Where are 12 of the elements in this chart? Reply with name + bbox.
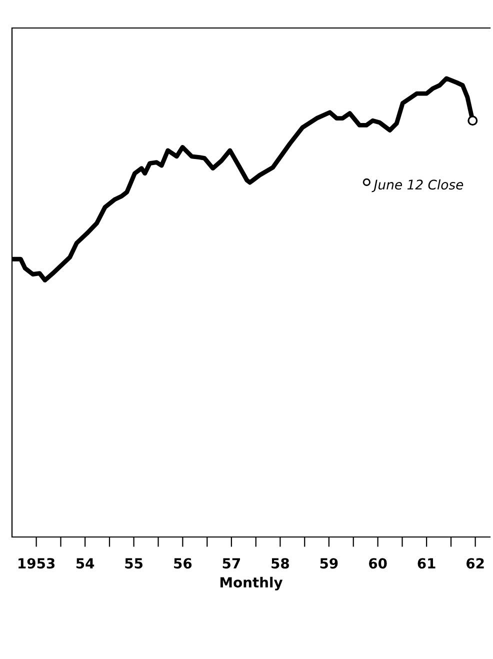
x-tick-label: 59 bbox=[320, 558, 338, 569]
x-tick-label: 55 bbox=[125, 558, 142, 569]
x-tick-label: 54 bbox=[76, 558, 94, 569]
x-tick-label: 1953 bbox=[18, 558, 55, 569]
x-tick-label: 62 bbox=[466, 558, 484, 569]
x-tick-label: 61 bbox=[418, 558, 436, 569]
x-tick-label: 56 bbox=[174, 558, 192, 569]
annotation: June 12 Close bbox=[372, 179, 464, 192]
x-axis-title: Monthly bbox=[220, 576, 283, 590]
x-tick-label: 58 bbox=[272, 558, 289, 569]
x-tick-label: 60 bbox=[369, 558, 387, 569]
x-tick-label: 57 bbox=[222, 558, 240, 569]
